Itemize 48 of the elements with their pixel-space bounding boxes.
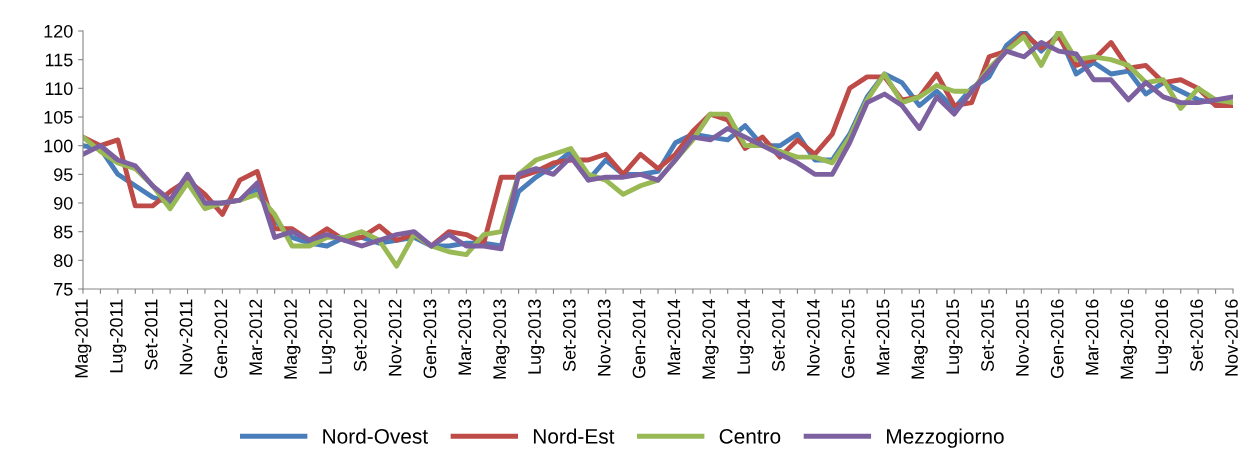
x-tick-label: Gen-2013 xyxy=(423,299,437,379)
x-tick-label: Mag-2011 xyxy=(75,299,92,378)
y-tick-label: 105 xyxy=(44,110,73,124)
x-tick-label: Nov-2014 xyxy=(806,299,820,376)
y-tick-label: 95 xyxy=(54,168,73,182)
y-tick-label: 90 xyxy=(54,196,73,210)
legend-label: Mezzogiorno xyxy=(887,428,1004,448)
x-tick-label: Nov-2012 xyxy=(388,299,402,376)
x-tick-label: Mag-2016 xyxy=(1120,299,1137,379)
x-tick-label: Mar-2013 xyxy=(458,299,472,375)
x-tick-label: Set-2011 xyxy=(144,299,158,370)
x-tick-label: Lug-2011 xyxy=(109,299,127,373)
x-tick-label: Nov-2016 xyxy=(1225,299,1238,376)
y-tick-label: 75 xyxy=(54,283,73,296)
x-tick-label: Set-2014 xyxy=(772,299,785,372)
x-tick-label: Mag-2015 xyxy=(911,299,928,379)
x-tick-label: Lug-2014 xyxy=(737,299,754,374)
legend-label: Centro xyxy=(719,429,781,444)
y-tick-label: 115 xyxy=(45,53,73,67)
x-tick-label: Mar-2015 xyxy=(876,299,890,375)
y-tick-label: 80 xyxy=(53,254,73,268)
x-tick-label: Mag-2013 xyxy=(493,299,510,379)
y-tick-label: 120 xyxy=(44,24,73,38)
x-tick-label: Mar-2014 xyxy=(667,299,681,375)
x-tick-label: Set-2016 xyxy=(1190,299,1203,372)
x-tick-label: Gen-2012 xyxy=(214,299,228,379)
legend-label: Nord-Ovest xyxy=(323,428,428,444)
x-tick-label: Nov-2015 xyxy=(1015,299,1029,376)
x-tick-label: Gen-2015 xyxy=(841,299,855,379)
x-tick-label: Nov-2013 xyxy=(597,299,611,376)
y-tick-label: 100 xyxy=(44,139,73,153)
x-tick-label: Set-2013 xyxy=(562,299,576,372)
x-tick-label: Mag-2014 xyxy=(702,299,719,379)
x-tick-label: Mar-2012 xyxy=(249,299,263,375)
x-tick-label: Set-2015 xyxy=(981,299,994,372)
x-tick-label: Gen-2014 xyxy=(632,299,646,379)
y-tick-label: 110 xyxy=(45,82,73,96)
x-tick-label: Nov-2011 xyxy=(179,299,193,375)
x-tick-label: Mar-2016 xyxy=(1085,299,1099,375)
x-tick-label: Gen-2016 xyxy=(1050,299,1064,379)
x-tick-label: Lug-2012 xyxy=(319,299,336,374)
x-tick-label: Mag-2012 xyxy=(284,299,301,379)
x-tick-label: Lug-2015 xyxy=(946,299,963,374)
x-tick-label: Set-2012 xyxy=(353,299,367,372)
y-tick-label: 85 xyxy=(53,225,73,239)
x-tick-label: Lug-2013 xyxy=(528,299,545,374)
x-tick-label: Lug-2016 xyxy=(1155,299,1172,374)
legend-label: Nord-Est xyxy=(533,428,615,444)
